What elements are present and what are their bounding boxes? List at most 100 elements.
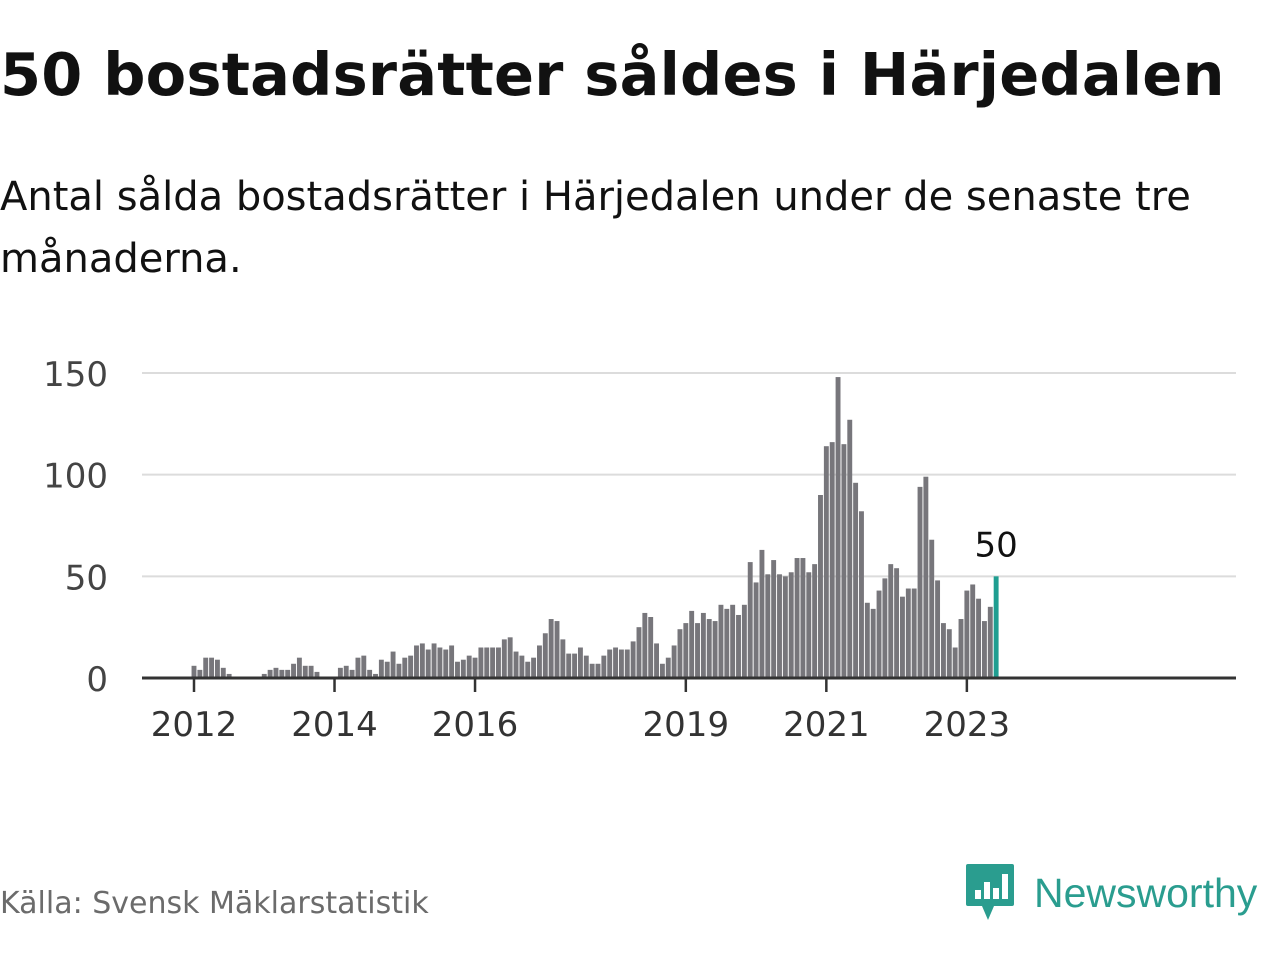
bar: [209, 657, 215, 678]
bar: [273, 667, 279, 678]
x-tick-label: 2012: [151, 705, 238, 745]
bar: [560, 639, 566, 678]
bar: [665, 657, 671, 678]
bar: [987, 606, 993, 678]
bar: [905, 588, 911, 678]
bar: [501, 639, 507, 678]
bar: [455, 661, 460, 678]
bar: [964, 590, 970, 678]
bar: [267, 669, 273, 678]
bar: [870, 608, 876, 678]
bar: [859, 511, 864, 678]
bar: [806, 572, 812, 678]
bar: [513, 651, 519, 678]
bar: [355, 657, 361, 678]
bar: [460, 659, 466, 678]
bar: [718, 604, 724, 678]
bar: [337, 667, 343, 678]
bar: [618, 649, 624, 678]
bar: [648, 617, 654, 678]
bar: [689, 610, 695, 678]
y-tick-label: 150: [43, 355, 108, 395]
bar: [431, 643, 437, 678]
bar: [449, 645, 455, 678]
bar: [537, 645, 542, 678]
page-title: 50 bostadsrätter såldes i Härjedalen: [0, 40, 1225, 109]
bar: [203, 657, 209, 678]
bar: [671, 645, 677, 678]
bar: [976, 598, 982, 678]
bar: [601, 655, 607, 678]
bar: [402, 657, 408, 678]
bar: [525, 661, 531, 678]
bar: [654, 643, 659, 678]
bar: [349, 669, 355, 678]
bar: [261, 673, 267, 678]
x-tick-label: 2016: [432, 705, 519, 745]
bar: [876, 590, 882, 678]
bar: [782, 576, 788, 678]
bar: [917, 486, 923, 678]
page-subtitle: Antal sålda bostadsrätter i Härjedalen u…: [0, 174, 1191, 282]
bar: [724, 608, 730, 678]
brand-name: Newsworthy: [1034, 869, 1258, 916]
bar: [841, 444, 847, 678]
bar: [548, 619, 554, 678]
bars: [191, 377, 999, 678]
bar: [929, 539, 935, 678]
bar: [794, 558, 800, 678]
bar: [900, 596, 905, 678]
x-tick-label: 2023: [924, 705, 1011, 745]
brand-logo[interactable]: Newsworthy: [964, 862, 1257, 924]
bar: [414, 645, 419, 678]
bar-chart: 0 50 100 150 2012 2014 2016 2019 2021 2023 50: [43, 355, 1236, 745]
bar: [373, 673, 378, 678]
bar: [888, 564, 894, 678]
bar: [384, 661, 390, 678]
bar: [818, 495, 823, 678]
bar: [472, 657, 478, 678]
data-labels: 50: [975, 525, 1018, 565]
bar: [981, 621, 987, 678]
bar: [396, 663, 402, 678]
bar: [700, 612, 706, 678]
bar: [864, 602, 870, 678]
newsworthy-logo-icon: [966, 864, 1014, 920]
x-tick-label: 2019: [643, 705, 730, 745]
bar: [425, 649, 431, 678]
bar: [636, 627, 642, 678]
y-tick-label: 100: [43, 457, 108, 497]
bar: [519, 655, 525, 678]
x-axis-ticks: 2012 2014 2016 2019 2021 2023: [151, 678, 1010, 745]
bar: [343, 665, 349, 678]
bar: [367, 669, 373, 678]
bar: [279, 669, 285, 678]
bar: [408, 655, 414, 678]
bar: [197, 669, 203, 678]
bar: [478, 647, 484, 678]
bar: [419, 643, 425, 678]
bar: [741, 604, 747, 678]
bar: [572, 653, 578, 678]
bar: [296, 657, 302, 678]
bar: [940, 623, 946, 678]
bar: [853, 482, 859, 678]
bar: [829, 442, 835, 678]
bar: [911, 588, 917, 678]
bar: [308, 665, 314, 678]
bar: [659, 663, 665, 678]
bar: [777, 574, 782, 678]
bar: [285, 669, 291, 678]
bar: [771, 560, 777, 678]
bar: [437, 647, 443, 678]
source-note: Källa: Svensk Mäklarstatistik: [0, 886, 429, 921]
bar: [595, 663, 601, 678]
bar: [613, 647, 619, 678]
bar: [589, 663, 595, 678]
bar: [706, 619, 712, 678]
bar: [466, 655, 472, 678]
bar: [952, 647, 958, 678]
bar: [935, 580, 941, 678]
bar: [823, 446, 829, 678]
bar: [531, 657, 537, 678]
